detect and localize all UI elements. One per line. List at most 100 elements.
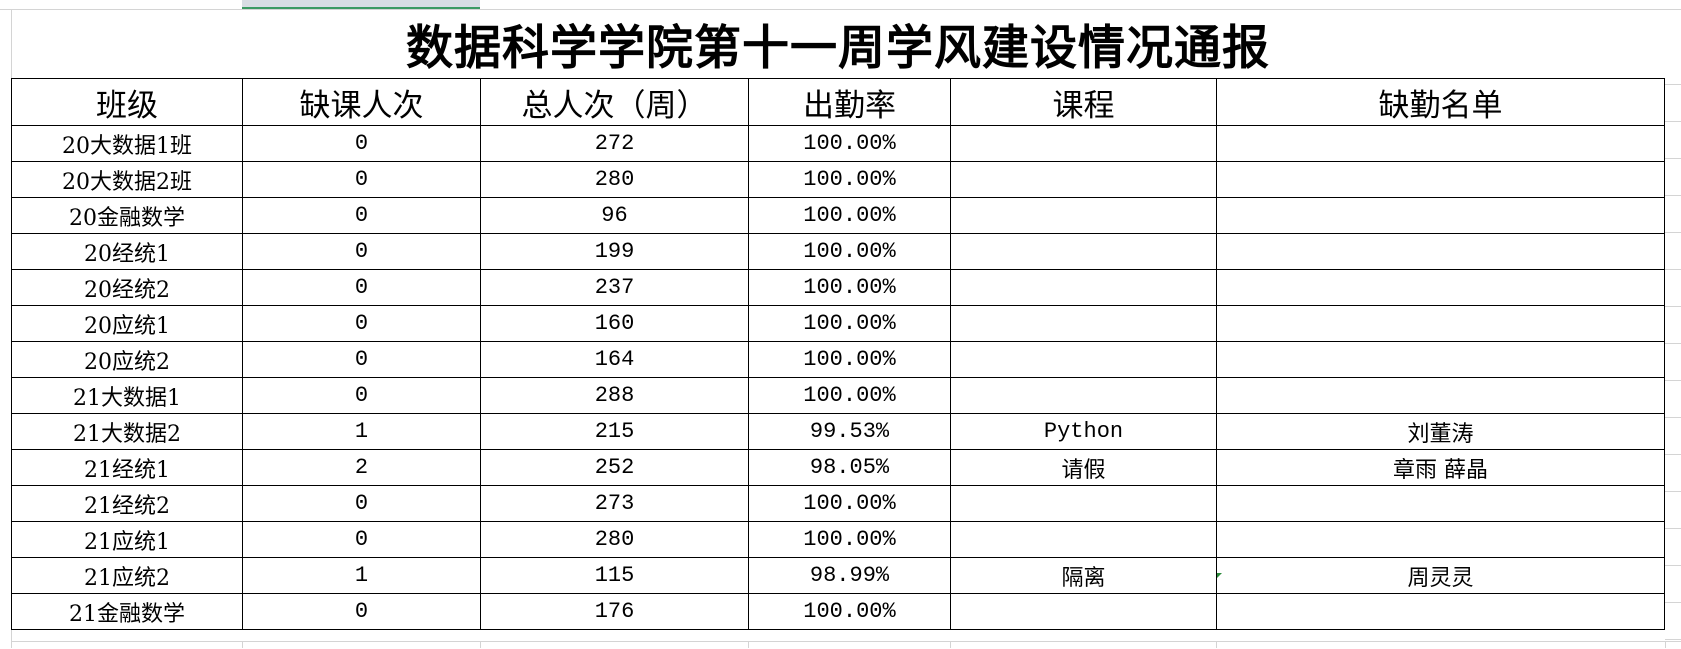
cell-class[interactable]: 20应统2 xyxy=(11,341,243,378)
cell-absences[interactable]: 0 xyxy=(242,521,481,558)
cell-course[interactable] xyxy=(950,521,1217,558)
empty-row[interactable] xyxy=(11,641,1681,649)
cell-total[interactable]: 164 xyxy=(480,341,749,378)
cell-total[interactable]: 280 xyxy=(480,161,749,198)
cell-total[interactable]: 273 xyxy=(480,485,749,522)
cell-attendance-rate[interactable]: 100.00% xyxy=(748,161,951,198)
cell-absences[interactable]: 0 xyxy=(242,233,481,270)
cell-total[interactable]: 280 xyxy=(480,521,749,558)
cell-class[interactable]: 21金融数学 xyxy=(11,593,243,630)
cell-total[interactable]: 215 xyxy=(480,413,749,450)
cell-total[interactable]: 199 xyxy=(480,233,749,270)
cell-absences[interactable]: 1 xyxy=(242,557,481,594)
cell-absences[interactable]: 0 xyxy=(242,269,481,306)
cell-absences[interactable]: 0 xyxy=(242,485,481,522)
cell-course[interactable] xyxy=(950,305,1217,342)
cell-class[interactable]: 20金融数学 xyxy=(11,197,243,234)
cell-class[interactable]: 21经统2 xyxy=(11,485,243,522)
header-course[interactable]: 课程 xyxy=(950,78,1217,126)
header-absences[interactable]: 缺课人次 xyxy=(242,78,481,126)
cell-course[interactable] xyxy=(950,125,1217,162)
cell-course[interactable] xyxy=(950,377,1217,414)
cell-class[interactable]: 20大数据1班 xyxy=(11,125,243,162)
cell-course[interactable] xyxy=(950,485,1217,522)
cell-absent-list[interactable]: 刘董涛 xyxy=(1216,413,1665,450)
cell-total[interactable]: 288 xyxy=(480,377,749,414)
cell-total[interactable]: 96 xyxy=(480,197,749,234)
cell-absences[interactable]: 2 xyxy=(242,449,481,486)
gridline xyxy=(1665,158,1681,159)
cell-absent-list[interactable] xyxy=(1216,593,1665,630)
cell-absences[interactable]: 0 xyxy=(242,161,481,198)
header-absent-list[interactable]: 缺勤名单 xyxy=(1216,78,1665,126)
cell-absences[interactable]: 0 xyxy=(242,197,481,234)
cell-course[interactable] xyxy=(950,341,1217,378)
cell-course[interactable]: 请假 xyxy=(950,449,1217,486)
gridline xyxy=(1216,641,1217,648)
header-class[interactable]: 班级 xyxy=(11,78,243,126)
gridline xyxy=(242,641,243,648)
cell-absent-list[interactable] xyxy=(1216,269,1665,306)
cell-absent-list[interactable] xyxy=(1216,377,1665,414)
cell-absent-list[interactable] xyxy=(1216,485,1665,522)
cell-attendance-rate[interactable]: 100.00% xyxy=(748,377,951,414)
cell-absences[interactable]: 0 xyxy=(242,341,481,378)
cell-total[interactable]: 237 xyxy=(480,269,749,306)
cell-attendance-rate[interactable]: 100.00% xyxy=(748,305,951,342)
cell-course[interactable] xyxy=(950,593,1217,630)
cell-course[interactable]: Python xyxy=(950,413,1217,450)
cell-attendance-rate[interactable]: 100.00% xyxy=(748,269,951,306)
cell-absences[interactable]: 0 xyxy=(242,593,481,630)
cell-absent-list[interactable] xyxy=(1216,161,1665,198)
cell-class[interactable]: 21应统2 xyxy=(11,557,243,594)
cell-course[interactable] xyxy=(950,197,1217,234)
cell-class[interactable]: 20应统1 xyxy=(11,305,243,342)
cell-attendance-rate[interactable]: 100.00% xyxy=(748,521,951,558)
cell-attendance-rate[interactable]: 99.53% xyxy=(748,413,951,450)
cell-course[interactable] xyxy=(950,161,1217,198)
cell-attendance-rate[interactable]: 98.05% xyxy=(748,449,951,486)
cell-attendance-rate[interactable]: 100.00% xyxy=(748,485,951,522)
cell-attendance-rate[interactable]: 98.99% xyxy=(748,557,951,594)
cell-absences[interactable]: 1 xyxy=(242,413,481,450)
cell-absences[interactable]: 0 xyxy=(242,305,481,342)
cell-absent-list[interactable]: 周灵灵 xyxy=(1216,557,1665,594)
cell-course[interactable] xyxy=(950,269,1217,306)
selected-column-header[interactable] xyxy=(242,0,480,9)
cell-absent-list[interactable] xyxy=(1216,521,1665,558)
cell-attendance-rate[interactable]: 100.00% xyxy=(748,233,951,270)
cell-class[interactable]: 21经统1 xyxy=(11,449,243,486)
cell-attendance-rate[interactable]: 100.00% xyxy=(748,593,951,630)
cell-total[interactable]: 176 xyxy=(480,593,749,630)
cell-absent-list[interactable] xyxy=(1216,197,1665,234)
cell-absent-list[interactable]: 章雨 薛晶 xyxy=(1216,449,1665,486)
gridline xyxy=(1665,565,1681,566)
cell-course[interactable]: 隔离 xyxy=(950,557,1217,594)
cell-total[interactable]: 115 xyxy=(480,557,749,594)
cell-total[interactable]: 160 xyxy=(480,305,749,342)
cell-course[interactable] xyxy=(950,233,1217,270)
cell-class[interactable]: 21大数据2 xyxy=(11,413,243,450)
header-total[interactable]: 总人次（周） xyxy=(480,78,749,126)
cell-total[interactable]: 272 xyxy=(480,125,749,162)
cell-class[interactable]: 20大数据2班 xyxy=(11,161,243,198)
cell-absent-list[interactable] xyxy=(1216,233,1665,270)
report-title[interactable]: 数据科学学院第十一周学风建设情况通报 xyxy=(11,9,1665,79)
cell-attendance-rate[interactable]: 100.00% xyxy=(748,341,951,378)
cell-total[interactable]: 252 xyxy=(480,449,749,486)
cell-absent-list[interactable] xyxy=(1216,341,1665,378)
cell-absent-list[interactable] xyxy=(1216,125,1665,162)
cell-absences[interactable]: 0 xyxy=(242,125,481,162)
cell-class[interactable]: 20经统2 xyxy=(11,269,243,306)
cell-attendance-rate[interactable]: 100.00% xyxy=(748,125,951,162)
cell-class[interactable]: 21应统1 xyxy=(11,521,243,558)
cell-comment-indicator xyxy=(1217,573,1222,578)
cell-attendance-rate[interactable]: 100.00% xyxy=(748,197,951,234)
cell-absent-list[interactable] xyxy=(1216,305,1665,342)
cell-absences[interactable]: 0 xyxy=(242,377,481,414)
cell-class[interactable]: 21大数据1 xyxy=(11,377,243,414)
gridline xyxy=(1665,121,1681,122)
table-row: 21大数据2 1 215 99.53% Python 刘董涛 xyxy=(11,413,1665,450)
header-attendance-rate[interactable]: 出勤率 xyxy=(748,78,951,126)
cell-class[interactable]: 20经统1 xyxy=(11,233,243,270)
